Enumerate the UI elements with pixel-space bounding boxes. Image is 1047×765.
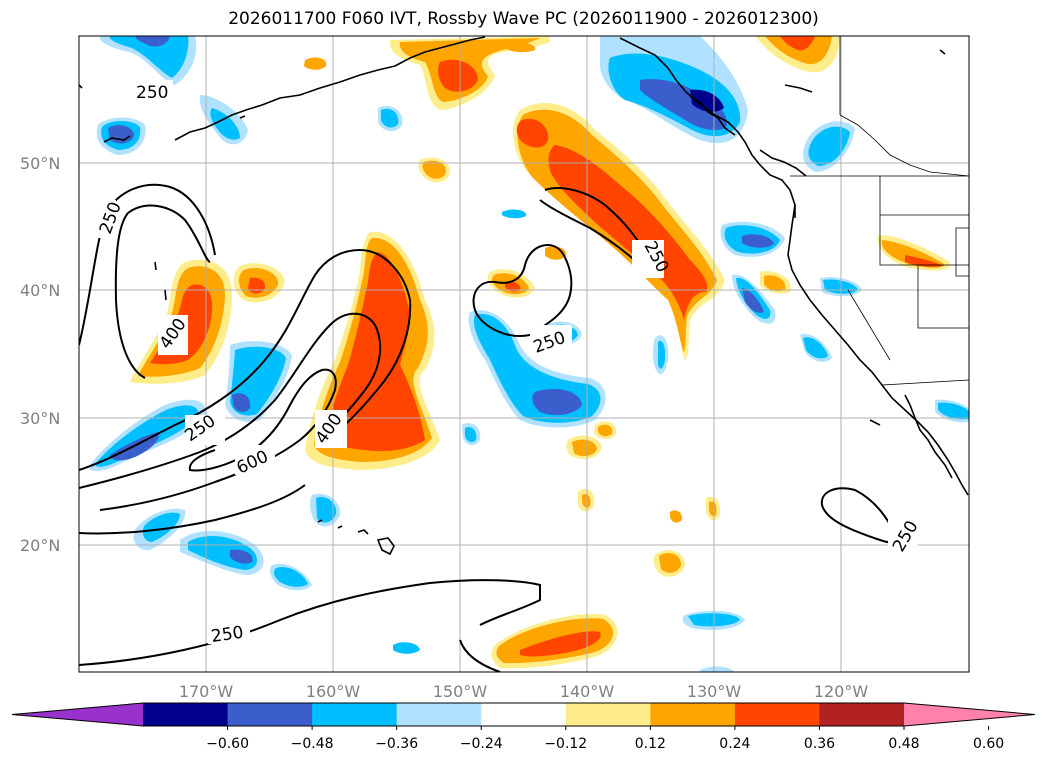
longitude-labels: 170°W 160°W 150°W 140°W 130°W 120°W — [179, 682, 869, 701]
lon-label: 150°W — [433, 682, 488, 701]
latitude-labels: 50°N 40°N 30°N 20°N — [20, 154, 60, 555]
lat-label: 50°N — [20, 154, 60, 173]
political-borders — [790, 36, 969, 386]
lat-label: 20°N — [20, 536, 60, 555]
colorbar-segment — [481, 703, 567, 726]
coastlines — [79, 36, 969, 556]
colorbar-tick-label: 0.48 — [888, 736, 919, 752]
lon-label: 160°W — [306, 682, 361, 701]
colorbar-tick-label: 0.24 — [719, 736, 750, 752]
colorbar-segment — [396, 703, 482, 726]
contour-label: 250 — [136, 83, 168, 103]
lon-label: 170°W — [179, 682, 234, 701]
colorbar-segment — [312, 703, 398, 726]
colorbar-tick-label: −0.24 — [460, 736, 503, 752]
graticule — [79, 36, 969, 672]
colorbar: −0.60 −0.48 −0.36 −0.24 −0.12 0.12 0.24 0.36 0.4… — [11, 702, 1036, 752]
map-frame — [78, 35, 970, 673]
ivt-contours — [79, 183, 913, 672]
contour-labels: 250 250 400 250 600 400 250 250 250 250 — [90, 80, 923, 647]
contour-label: 250 — [210, 623, 245, 647]
map-area: 250 250 400 250 600 400 250 250 250 250 — [79, 36, 969, 672]
colorbar-segment — [565, 703, 651, 726]
lat-label: 30°N — [20, 409, 60, 428]
colorbar-segment — [734, 703, 820, 726]
colorbar-tick-label: 0.12 — [635, 736, 666, 752]
lat-label: 40°N — [20, 281, 60, 300]
colorbar-segment — [819, 703, 905, 726]
colorbar-tick-label: −0.36 — [375, 736, 418, 752]
colorbar-outline — [11, 702, 1036, 727]
colorbar-extension-low — [12, 703, 143, 726]
lon-label: 120°W — [814, 682, 869, 701]
colorbar-segment — [227, 703, 313, 726]
colorbar-tick-label: −0.48 — [291, 736, 334, 752]
map-title: 2026011700 F060 IVT, Rossby Wave PC (202… — [228, 9, 819, 29]
colorbar-tick-label: 0.36 — [804, 736, 835, 752]
lon-label: 140°W — [560, 682, 615, 701]
lon-label: 130°W — [687, 682, 742, 701]
colorbar-tick-label: −0.12 — [544, 736, 587, 752]
colorbar-tick-label: −0.60 — [206, 736, 249, 752]
colorbar-segment — [143, 703, 229, 726]
colorbar-tick-label: 0.60 — [973, 736, 1004, 752]
colorbar-extension-high — [904, 703, 1035, 726]
colorbar-segment — [650, 703, 736, 726]
